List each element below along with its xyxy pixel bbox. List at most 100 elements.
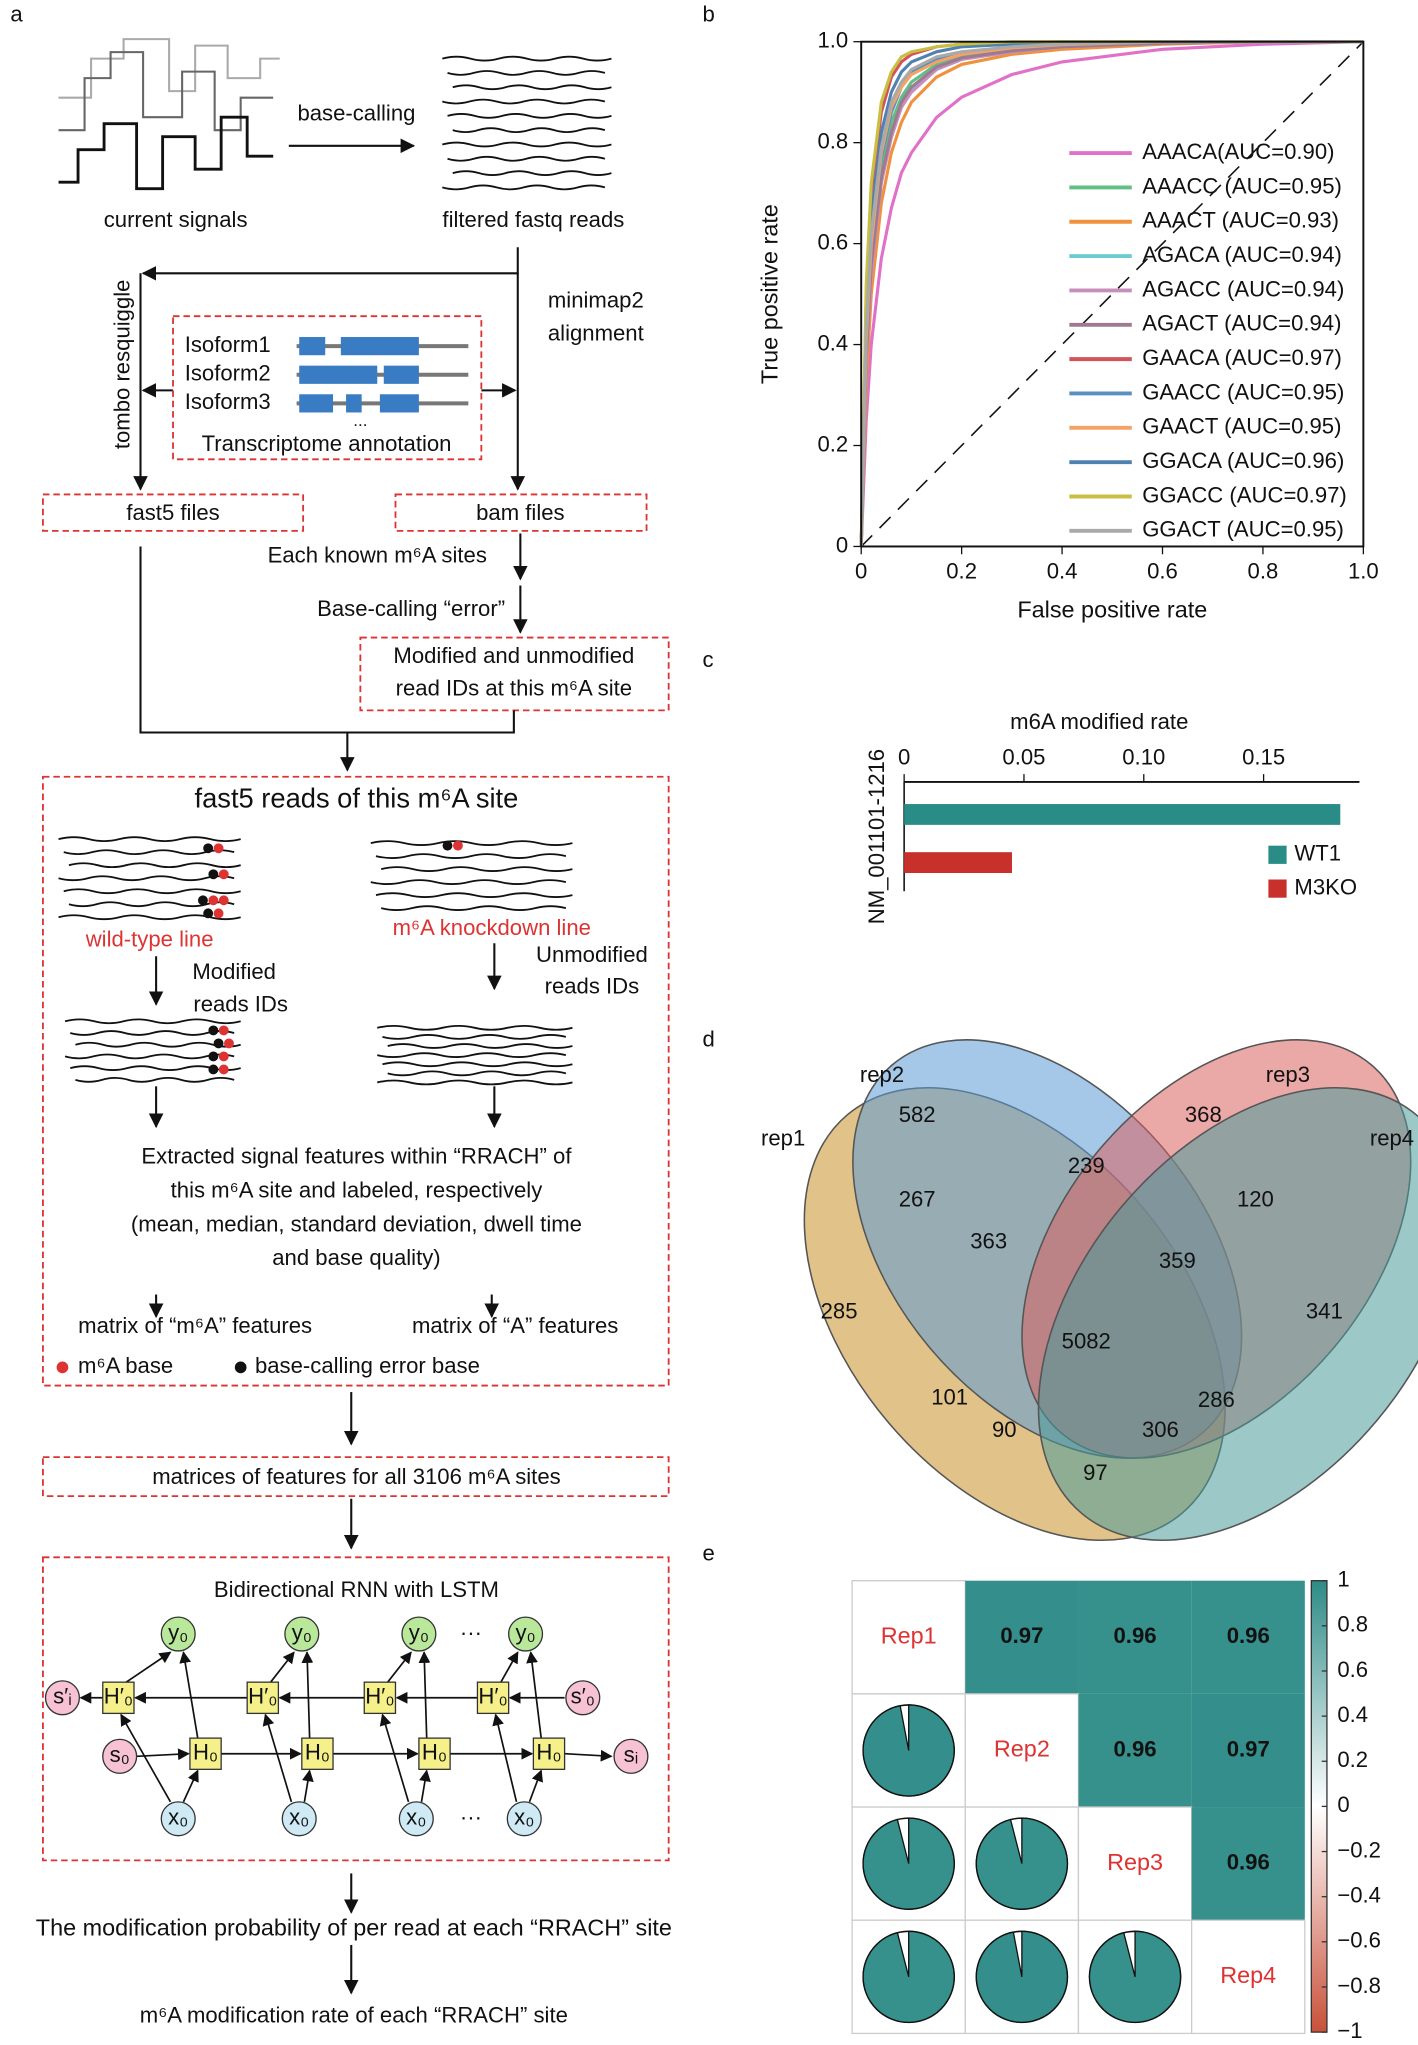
node-label: H₀ — [193, 1740, 218, 1765]
network-arrow — [379, 1713, 410, 1803]
colorbar-label: 0.8 — [1337, 1612, 1368, 1637]
base-dot — [218, 1064, 229, 1075]
network-arrow — [302, 1769, 314, 1802]
network-arrow — [528, 1769, 543, 1803]
node-label: H′₀ — [248, 1684, 277, 1709]
step-label: tombo resquiggle — [109, 280, 134, 450]
read-line — [382, 1034, 567, 1040]
cell — [1078, 1580, 1192, 1694]
network-node — [532, 1737, 566, 1770]
node-label: y₀ — [168, 1620, 188, 1645]
read-line — [69, 1030, 235, 1036]
step-label: reads IDs — [193, 992, 288, 1017]
network-arrow — [492, 1713, 518, 1803]
legend-label: GAACA (AUC=0.97) — [1142, 345, 1342, 370]
node-label: s′ᵢ — [53, 1684, 72, 1709]
legend-label: m⁶A base — [78, 1353, 173, 1378]
node-label: x₀ — [289, 1805, 309, 1830]
variable-label: Rep3 — [1107, 1849, 1163, 1875]
category-label: NM_001101-1216 — [864, 749, 889, 924]
legend-label: M3KO — [1294, 874, 1357, 899]
base-dot — [203, 843, 214, 854]
legend-label: GAACC (AUC=0.95) — [1142, 379, 1344, 404]
pie-wedge — [862, 1817, 955, 1910]
node-label: s₀ — [110, 1742, 130, 1767]
base-dot — [218, 869, 229, 880]
colorbar-label: −0.4 — [1337, 1883, 1381, 1908]
cell — [1078, 1693, 1192, 1808]
network-arrow — [500, 1651, 519, 1683]
ellipsis: ··· — [460, 1805, 482, 1830]
isoform-label: Isoform3 — [185, 389, 271, 414]
node-label: H′₀ — [365, 1684, 394, 1709]
variable-label: Rep4 — [1220, 1962, 1276, 1988]
node-label: y₀ — [409, 1620, 429, 1645]
network-arrow — [301, 1651, 314, 1739]
read-line — [452, 170, 612, 176]
read-line — [387, 1070, 567, 1077]
colorbar-label: 0 — [1337, 1792, 1349, 1817]
bar — [904, 852, 1012, 873]
legend-label: AGACC (AUC=0.94) — [1142, 276, 1344, 301]
cell-value: 0.96 — [1227, 1849, 1270, 1874]
legend-label: AGACT (AUC=0.94) — [1142, 311, 1341, 336]
network-node — [476, 1681, 510, 1715]
network-node — [418, 1737, 451, 1770]
read-line — [68, 901, 235, 908]
x-tick-label: 0.2 — [946, 558, 977, 583]
cell-value: 0.97 — [1227, 1736, 1270, 1761]
read-line — [58, 836, 241, 843]
legend-label: AGACA (AUC=0.94) — [1142, 242, 1342, 267]
legend-label: GGACA (AUC=0.96) — [1142, 448, 1344, 473]
step-label: Each known m⁶A sites — [268, 543, 487, 568]
network-node — [506, 1801, 542, 1837]
step-label: Unmodified — [536, 942, 648, 967]
network-node — [246, 1681, 280, 1715]
legend-label: AAACT (AUC=0.93) — [1142, 208, 1339, 233]
network-arrow — [419, 1769, 431, 1802]
node-label: H′₀ — [478, 1684, 507, 1709]
legend-label: AAACA(AUC=0.90) — [1142, 139, 1334, 164]
pie-wedge — [975, 1817, 1069, 1910]
read-line — [447, 155, 606, 162]
network-node — [401, 1616, 437, 1652]
read-line — [447, 113, 612, 119]
network-arrow — [182, 1769, 199, 1803]
node-label: y₀ — [515, 1620, 535, 1645]
isoform-label: Isoform2 — [185, 361, 271, 386]
feature-text: this m⁶A site and labeled, respectively — [171, 1178, 544, 1203]
read-line — [442, 141, 612, 148]
roc-curve — [859, 40, 1364, 547]
region-count: 582 — [899, 1102, 936, 1127]
base-dot — [218, 1051, 229, 1062]
base-dot — [213, 843, 224, 854]
roc-curve — [859, 40, 1364, 547]
read-line — [452, 84, 612, 91]
legend-label: GGACT (AUC=0.95) — [1142, 517, 1344, 542]
rnn-network: y₀ H′₀ H₀ x₀ y₀ H′₀ H₀ x₀ y₀ H′₀ H₀ x₀ y₀ H′₀ H₀ x₀ s′ᵢ s… — [44, 1616, 649, 1837]
x-tick-label: 0.8 — [1248, 558, 1279, 583]
base-dot — [213, 908, 224, 919]
y-tick-label: 0.4 — [817, 330, 848, 355]
legend-label: GGACC (AUC=0.97) — [1142, 482, 1347, 507]
step-label: Base-calling “error” — [317, 596, 505, 621]
variable-label: Rep2 — [994, 1736, 1050, 1762]
read-line — [377, 1079, 573, 1086]
step-label: The modification probability of per read… — [36, 1915, 672, 1941]
legend-label: AAACC (AUC=0.95) — [1142, 173, 1342, 198]
base-dot — [224, 1038, 234, 1049]
read-line — [375, 853, 567, 859]
read-line — [382, 1061, 573, 1068]
x-tick-label: 1.0 — [1348, 558, 1379, 583]
y-tick-label: 1.0 — [817, 28, 848, 53]
network-arrow — [418, 1651, 431, 1739]
cell-value: 0.97 — [1000, 1623, 1043, 1648]
colorbar-label: 0.2 — [1337, 1747, 1368, 1772]
x-tick-label: 0 — [898, 744, 910, 769]
colorbar-label: 0.6 — [1337, 1657, 1368, 1682]
region-count: 5082 — [1062, 1328, 1111, 1353]
step-label: filtered fastq reads — [442, 207, 624, 232]
colorbar-label: −1 — [1337, 2018, 1362, 2040]
network-arrow — [526, 1651, 543, 1739]
read-line — [452, 127, 606, 134]
